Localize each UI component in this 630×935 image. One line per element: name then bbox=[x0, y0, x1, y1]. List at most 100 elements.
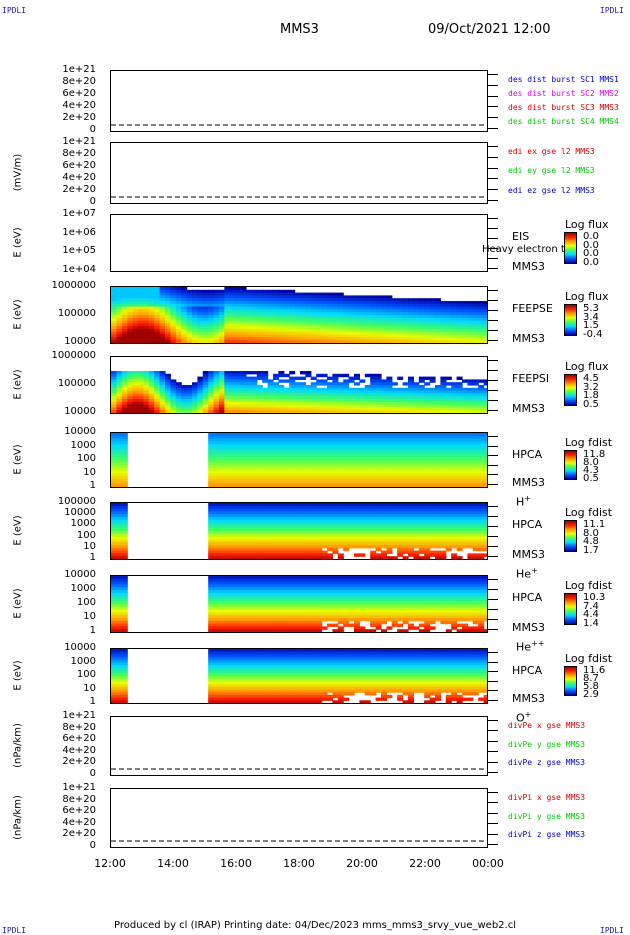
spectrogram-cell bbox=[181, 340, 187, 343]
spectrogram-cell bbox=[176, 410, 182, 413]
spectrogram-cell bbox=[386, 556, 392, 559]
spectrogram-cell bbox=[268, 484, 274, 487]
spacecraft-label: MMS3 bbox=[512, 332, 545, 345]
spectrogram-cell bbox=[235, 629, 241, 632]
spectrogram-cell bbox=[381, 410, 387, 413]
spectrogram-cell bbox=[246, 556, 252, 559]
spectrogram-cell bbox=[138, 340, 144, 343]
spectrogram-cell bbox=[111, 556, 117, 559]
right-tick bbox=[488, 390, 498, 391]
spectrogram-cell bbox=[300, 556, 306, 559]
spectrogram-cell bbox=[343, 410, 349, 413]
spectrogram-cell bbox=[359, 545, 365, 548]
spectrogram-cell bbox=[224, 410, 230, 413]
colorbar bbox=[564, 304, 577, 336]
spectrogram-cell bbox=[289, 629, 295, 632]
spectrogram-cell bbox=[241, 629, 247, 632]
right-tick bbox=[488, 117, 498, 118]
spectrogram-cell bbox=[370, 340, 376, 343]
spectrogram-cell bbox=[467, 545, 473, 548]
spectrogram-cell bbox=[343, 484, 349, 487]
spectrogram-cell bbox=[327, 624, 333, 627]
spectrogram-cell bbox=[349, 484, 355, 487]
spectrogram-cell bbox=[295, 410, 301, 413]
y-tick: 1e+21 bbox=[0, 137, 96, 147]
right-tick bbox=[488, 200, 498, 201]
spectrogram-cell bbox=[219, 556, 225, 559]
spectrogram-cell bbox=[327, 340, 333, 343]
spectrogram-cell bbox=[154, 410, 160, 413]
spectrogram-cell bbox=[473, 410, 479, 413]
spectrogram-cell bbox=[392, 340, 398, 343]
panel-hpca-he- bbox=[110, 502, 488, 560]
spectrogram-cell bbox=[300, 377, 306, 380]
spectrogram-cell bbox=[457, 556, 463, 559]
y-tick: 8e+20 bbox=[0, 149, 96, 159]
spectrogram-cell bbox=[278, 374, 284, 377]
spectrogram-cell bbox=[381, 340, 387, 343]
spectrogram-cell bbox=[116, 556, 122, 559]
spectrogram-cell bbox=[365, 545, 371, 548]
spectrogram-cell bbox=[338, 629, 344, 632]
spectrogram-cell bbox=[365, 374, 371, 377]
spectrogram-cell bbox=[316, 374, 322, 377]
spectrogram-cell bbox=[197, 410, 203, 413]
spectrogram-cell bbox=[257, 410, 263, 413]
right-tick bbox=[488, 290, 498, 291]
right-tick bbox=[488, 85, 498, 86]
y-tick: 4e+20 bbox=[0, 101, 96, 111]
spectrogram-cell bbox=[127, 410, 133, 413]
spectrogram-cell bbox=[257, 484, 263, 487]
spectrogram-cell bbox=[354, 545, 360, 548]
spectrogram-cell bbox=[392, 410, 398, 413]
spectrogram-cell bbox=[446, 484, 452, 487]
spectrogram-cell bbox=[354, 377, 360, 380]
spectrogram-cell bbox=[413, 410, 419, 413]
y-tick: 2e+20 bbox=[0, 113, 96, 123]
spectrogram-cell bbox=[359, 410, 365, 413]
spectrogram-cell bbox=[138, 410, 144, 413]
spectrogram-cell bbox=[278, 629, 284, 632]
spectrogram-cell bbox=[462, 484, 468, 487]
spectrogram-cell bbox=[473, 340, 479, 343]
colorbar-title: Log fdist bbox=[565, 506, 612, 519]
y-tick: 100000 bbox=[0, 379, 96, 389]
colorbar-value: -0.4 bbox=[583, 330, 603, 339]
spectrogram-cell bbox=[462, 410, 468, 413]
spectrogram-cell bbox=[295, 484, 301, 487]
spectrogram-cell bbox=[241, 340, 247, 343]
spectrogram-cell bbox=[322, 626, 328, 629]
spectrogram-cell bbox=[122, 629, 128, 632]
spectrogram-cell bbox=[235, 484, 241, 487]
spectrogram-cell bbox=[273, 556, 279, 559]
y-tick: 10 bbox=[0, 542, 96, 552]
spectrogram-cell bbox=[392, 545, 398, 548]
spectrogram-cell bbox=[451, 556, 457, 559]
y-tick: 1000000 bbox=[0, 281, 96, 291]
spectrogram-cell bbox=[473, 556, 479, 559]
spectrogram-cell bbox=[440, 410, 446, 413]
spectrogram-cell bbox=[295, 556, 301, 559]
right-tick bbox=[488, 228, 498, 229]
legend-entry: des dist burst SC1 MMS1 bbox=[508, 75, 619, 84]
spectrogram-cell bbox=[311, 410, 317, 413]
y-tick: 6e+20 bbox=[0, 89, 96, 99]
spectrogram-cell bbox=[467, 484, 473, 487]
spectrogram-cell bbox=[327, 618, 333, 621]
right-tick bbox=[488, 465, 498, 466]
spectrogram-cell bbox=[338, 374, 344, 377]
spectrogram-cell bbox=[219, 410, 225, 413]
spectrogram-cell bbox=[332, 340, 338, 343]
spectrogram-cell bbox=[338, 340, 344, 343]
spectrogram-cell bbox=[408, 553, 414, 556]
spectrogram-cell bbox=[343, 548, 349, 551]
spectrogram-cell bbox=[316, 382, 322, 385]
spectrogram-cell bbox=[289, 556, 295, 559]
y-tick: 100 bbox=[0, 454, 96, 464]
legend-entry: edi ez gse l2 MMS3 bbox=[508, 186, 595, 195]
right-tick bbox=[488, 436, 498, 437]
spectrogram-cell bbox=[235, 556, 241, 559]
spectrogram-cell bbox=[192, 340, 198, 343]
panel-svg bbox=[111, 503, 488, 560]
spectrogram-cell bbox=[397, 484, 403, 487]
